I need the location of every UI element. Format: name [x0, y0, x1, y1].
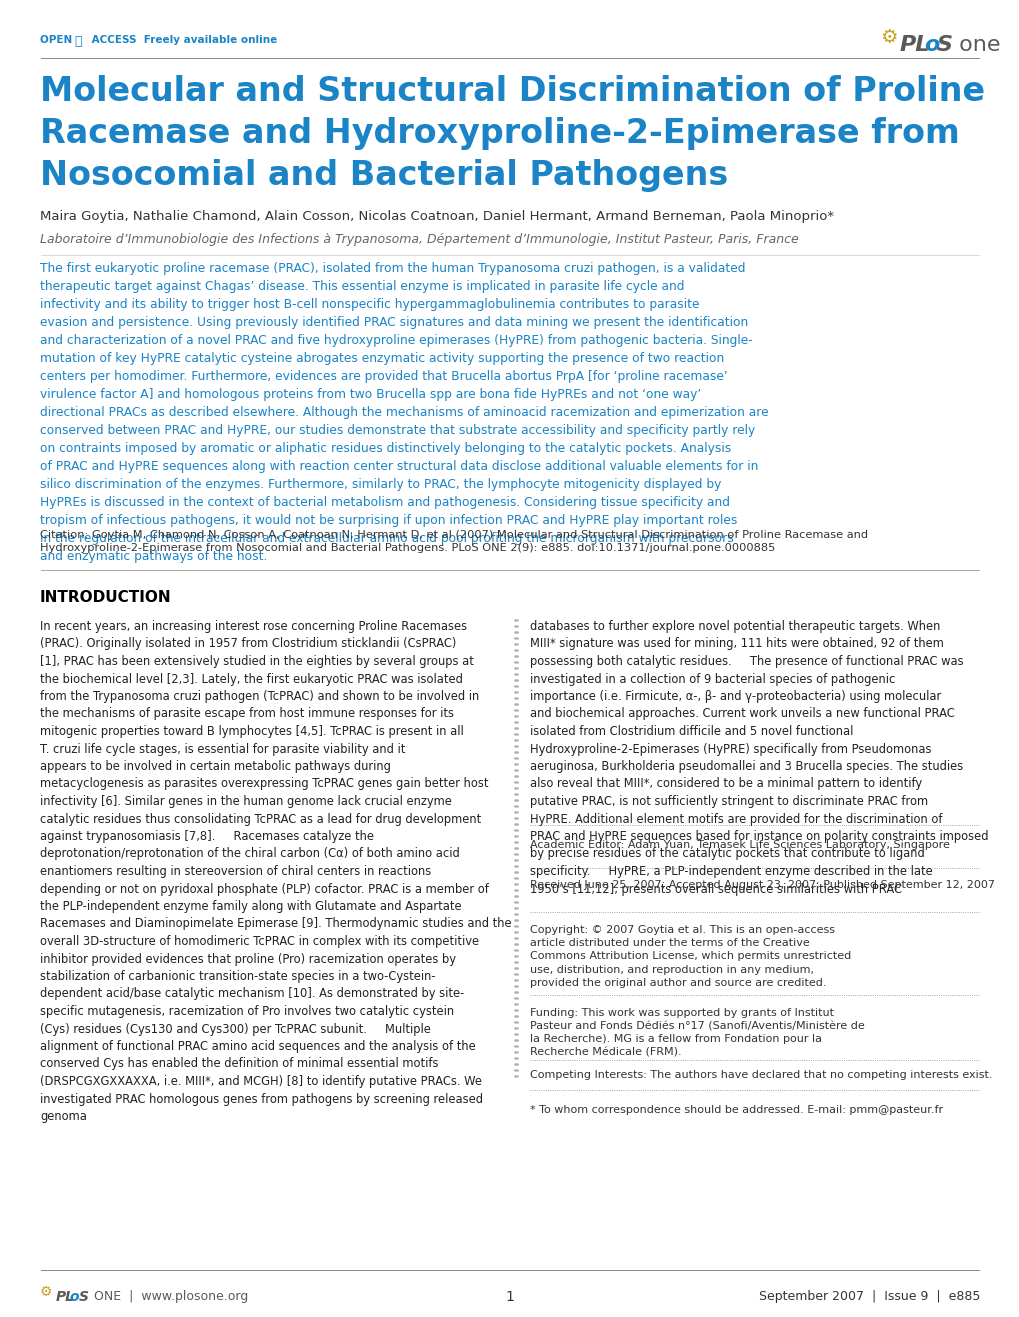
Text: one: one — [951, 36, 1000, 55]
Text: PL: PL — [899, 36, 929, 55]
Text: The first eukaryotic proline racemase (PRAC), isolated from the human Trypanosom: The first eukaryotic proline racemase (P… — [40, 262, 768, 562]
Text: Citation: Goytia M, Chamond N, Cosson A, Coatnoan N, Hermant D, et al (2007) Mol: Citation: Goytia M, Chamond N, Cosson A,… — [40, 529, 867, 553]
Text: ONE  |  www.plosone.org: ONE | www.plosone.org — [90, 1289, 248, 1303]
Text: Copyright: © 2007 Goytia et al. This is an open-access
article distributed under: Copyright: © 2007 Goytia et al. This is … — [530, 925, 851, 988]
Text: o: o — [70, 1289, 79, 1304]
Text: ACCESS  Freely available online: ACCESS Freely available online — [88, 36, 277, 45]
Text: Funding: This work was supported by grants of Institut
Pasteur and Fonds Dédiés : Funding: This work was supported by gran… — [530, 1008, 864, 1058]
Text: databases to further explore novel potential therapeutic targets. When
MIII* sig: databases to further explore novel poten… — [530, 620, 987, 896]
Text: Nosocomial and Bacterial Pathogens: Nosocomial and Bacterial Pathogens — [40, 159, 728, 192]
Text: Maira Goytia, Nathalie Chamond, Alain Cosson, Nicolas Coatnoan, Daniel Hermant, : Maira Goytia, Nathalie Chamond, Alain Co… — [40, 209, 834, 223]
Text: OPEN: OPEN — [40, 36, 75, 45]
Text: Competing Interests: The authors have declared that no competing interests exist: Competing Interests: The authors have de… — [530, 1069, 991, 1080]
Text: PL: PL — [56, 1289, 75, 1304]
Text: Academic Editor: Adam Yuan, Temasek Life Sciences Laboratory, Singapore: Academic Editor: Adam Yuan, Temasek Life… — [530, 840, 949, 849]
Text: * To whom correspondence should be addressed. E-mail: pmm@pasteur.fr: * To whom correspondence should be addre… — [530, 1105, 943, 1115]
Text: ⚿: ⚿ — [74, 36, 82, 47]
Text: Received June 25, 2007; Accepted August 23, 2007; Published September 12, 2007: Received June 25, 2007; Accepted August … — [530, 880, 994, 890]
Text: 1: 1 — [505, 1289, 514, 1304]
Text: September 2007  |  Issue 9  |  e885: September 2007 | Issue 9 | e885 — [758, 1289, 979, 1303]
Text: INTRODUCTION: INTRODUCTION — [40, 590, 171, 605]
Text: ⚙: ⚙ — [879, 28, 897, 47]
Text: In recent years, an increasing interest rose concerning Proline Racemases
(PRAC): In recent years, an increasing interest … — [40, 620, 512, 1123]
Text: Racemase and Hydroxyproline-2-Epimerase from: Racemase and Hydroxyproline-2-Epimerase … — [40, 117, 959, 150]
Text: Molecular and Structural Discrimination of Proline: Molecular and Structural Discrimination … — [40, 75, 984, 108]
Text: ⚙: ⚙ — [40, 1285, 52, 1299]
Text: o: o — [923, 36, 938, 55]
Text: S: S — [78, 1289, 89, 1304]
Text: S: S — [936, 36, 952, 55]
Text: Laboratoire d’Immunobiologie des Infections à Trypanosoma, Département d’Immunol: Laboratoire d’Immunobiologie des Infecti… — [40, 233, 798, 246]
